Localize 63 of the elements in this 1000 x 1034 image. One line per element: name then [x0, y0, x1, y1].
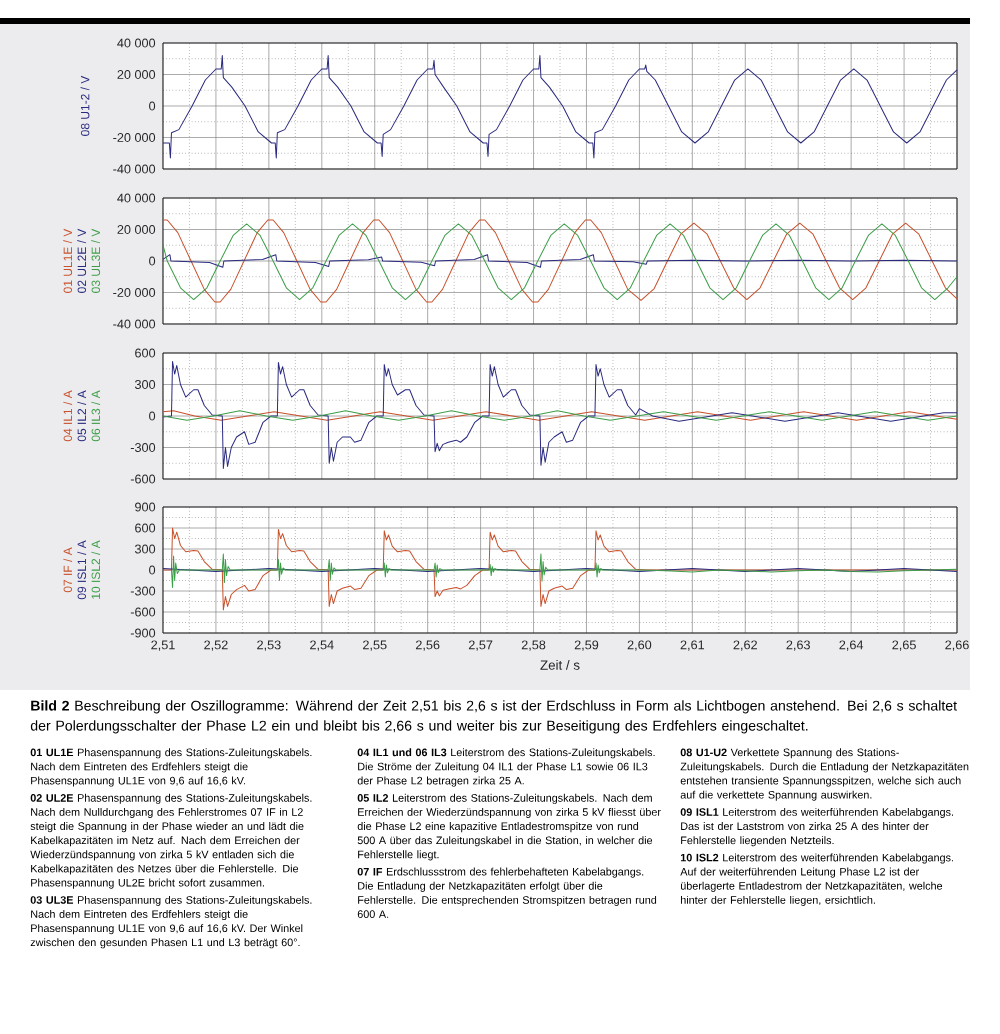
y-tick-label: -40 000 — [113, 164, 156, 174]
y-tick-label: 40 000 — [117, 193, 156, 203]
line-series — [162, 254, 958, 268]
x-tick-label: 2,56 — [415, 640, 440, 651]
y-tick-label: -300 — [130, 443, 156, 452]
y-tick-label: -600 — [130, 474, 156, 484]
text: 04 IL1 und 06 IL3 Leiterstrom des Stations-Zuleitungskabels. Die Ströme der Zuleitung 04 IL1 der Phase L1 sowie 06 IL3 der Phase L2 betragen zirka 25 A. — [357, 748, 655, 787]
y-tick-label: -900 — [130, 628, 156, 638]
y-tick-label: 300 — [134, 380, 156, 389]
x-tick-label: 2,59 — [574, 640, 599, 651]
y-tick-label: 300 — [134, 544, 156, 554]
y-tick-label: -20 000 — [113, 133, 156, 142]
text: 06 IL3 / A — [91, 390, 101, 442]
text: 02 UL2E Phasenspannung des Stations-Zuleitungskabels. Nach dem Nulldurchgang des Fehlerstromes 07 IF in L2 steigt die Spannung in der Phase wieder an und lädt die Kabelkapazitäten im Netz auf. Nach dem Erreichen der Wiederzündspannung von zirka 5 kV entladen sich die Kabelkapazitäten des Netzes über die Fehlerstelle. Die Phasenspannung UL2E bricht sofort zusammen. — [30, 793, 312, 889]
text: 05 IL2 / A — [77, 390, 87, 442]
y-tick-label: -40 000 — [113, 319, 156, 329]
x-tick-label: 2,51 — [151, 640, 175, 651]
x-tick-label: 2,52 — [204, 640, 228, 651]
x-tick-label: 2,55 — [363, 640, 387, 651]
x-tick-label: 2,53 — [257, 640, 281, 651]
y-tick-label: 600 — [135, 348, 156, 358]
y-tick-label: 0 — [149, 101, 156, 111]
x-tick-label: 2,65 — [892, 640, 916, 651]
y-tick-label: 20 000 — [117, 225, 156, 234]
line-series — [162, 410, 958, 421]
y-tick-label: -600 — [130, 607, 156, 617]
y-tick-label: 900 — [135, 502, 156, 512]
x-axis-title: Zeit / s — [540, 660, 580, 670]
line-series — [170, 553, 958, 588]
text: 02 UL2E / V — [77, 228, 87, 293]
text: 03 UL3E Phasenspannung des Stations-Zuleitungskabels. Nach dem Eintreten des Erdfehlers steigt die Phasenspannung UL1E von 9,6 auf 16,6 kV. Der Winkel zwischen den gesunden Phasen L1 und L3 beträgt 60°. — [30, 895, 312, 949]
text: 10 ISL2 / A — [91, 540, 101, 599]
text: 10 ISL2 Leiterstrom des weiterführenden Kabelabgangs. Auf der weiterführenden Leitung Phase L2 ist der überlagerte Entladestrom der Netzkapazitäten, welche hinter der Fehlerstelle liegen, ersichtlich. — [680, 853, 953, 906]
text: 08 U1-2 / V — [80, 75, 90, 136]
y-tick-label: 0 — [149, 565, 156, 575]
text: 09 ISL1 / A — [77, 540, 87, 600]
text: 01 UL1E Phasenspannung des Stations-Zuleitungskabels. Nach dem Eintreten des Erdfehlers steigt die Phasenspannung UL1E von 9,6 auf 16,6 kV. — [30, 748, 312, 787]
line-series — [162, 360, 958, 469]
text: Bild 2 Beschreibung der Oszillogramme: Während der Zeit 2,51 bis 2,6 s ist der Erdschluss in Form als Lichtbogen anstehend. Bei 2,6 s schaltet der Polerdungsschalter der Phase L2 ein und bleibt bis 2,66 s und weiter bis zur Beseitigung des Erdfehlers eingeschaltet. — [30, 700, 957, 734]
text: 04 IL1 / A — [63, 390, 73, 442]
x-tick-label: 2,64 — [839, 640, 864, 651]
x-tick-label: 2,62 — [733, 640, 757, 651]
x-tick-label: 2,63 — [786, 640, 810, 651]
text: 03 UL3E / V — [91, 228, 101, 293]
x-tick-label: 2,66 — [945, 640, 969, 651]
x-tick-label: 2,57 — [468, 640, 493, 651]
y-tick-label: 0 — [149, 411, 156, 421]
y-tick-label: -20 000 — [113, 288, 156, 297]
y-tick-label: 20 000 — [117, 70, 156, 79]
text: 09 ISL1 Leiterstrom des weiterführenden Kabelabgangs. Das ist der Laststrom von zirka 25 A des hinter der Fehlerstelle liegenden Netzteils. — [680, 807, 953, 847]
y-tick-label: 40 000 — [117, 38, 156, 48]
text: 08 U1-U2 Verkettete Spannung des Stations-Zuleitungskabels. Durch die Entladung der Netzkapazitäten entstehen transiente Spannungsspitzen, welche sich auch auf die verkettete Spannung auswirken. — [680, 748, 969, 801]
y-tick-label: 0 — [149, 256, 156, 266]
text: 05 IL2 Leiterstrom des Stations-Zuleitungskabels. Nach dem Erreichen der Wiederzündspannung von zirka 5 kV fliesst über die Phase L2 eine kapazitive Entladestromspitze von rund 500 A über das Zuleitungskabel in die Station, in welcher die Fehlerstelle liegt. — [357, 793, 661, 861]
x-tick-label: 2,61 — [680, 640, 705, 651]
text: 01 UL1E / V — [63, 228, 73, 293]
text: 07 IF / A — [63, 547, 73, 593]
y-tick-label: -300 — [130, 586, 156, 596]
x-tick-label: 2,54 — [310, 640, 334, 651]
text: 07 IF Erdschlussstrom des fehlerbehafteten Kabelabgangs. Die Entladung der Netzkapazitäten erfolgt über die Fehlerstelle. Die entsprechenden Stromspitzen betragen rund 600 A. — [357, 867, 657, 918]
x-tick-label: 2,58 — [521, 640, 546, 651]
x-tick-label: 2,60 — [627, 640, 652, 651]
y-tick-label: 600 — [135, 523, 156, 533]
